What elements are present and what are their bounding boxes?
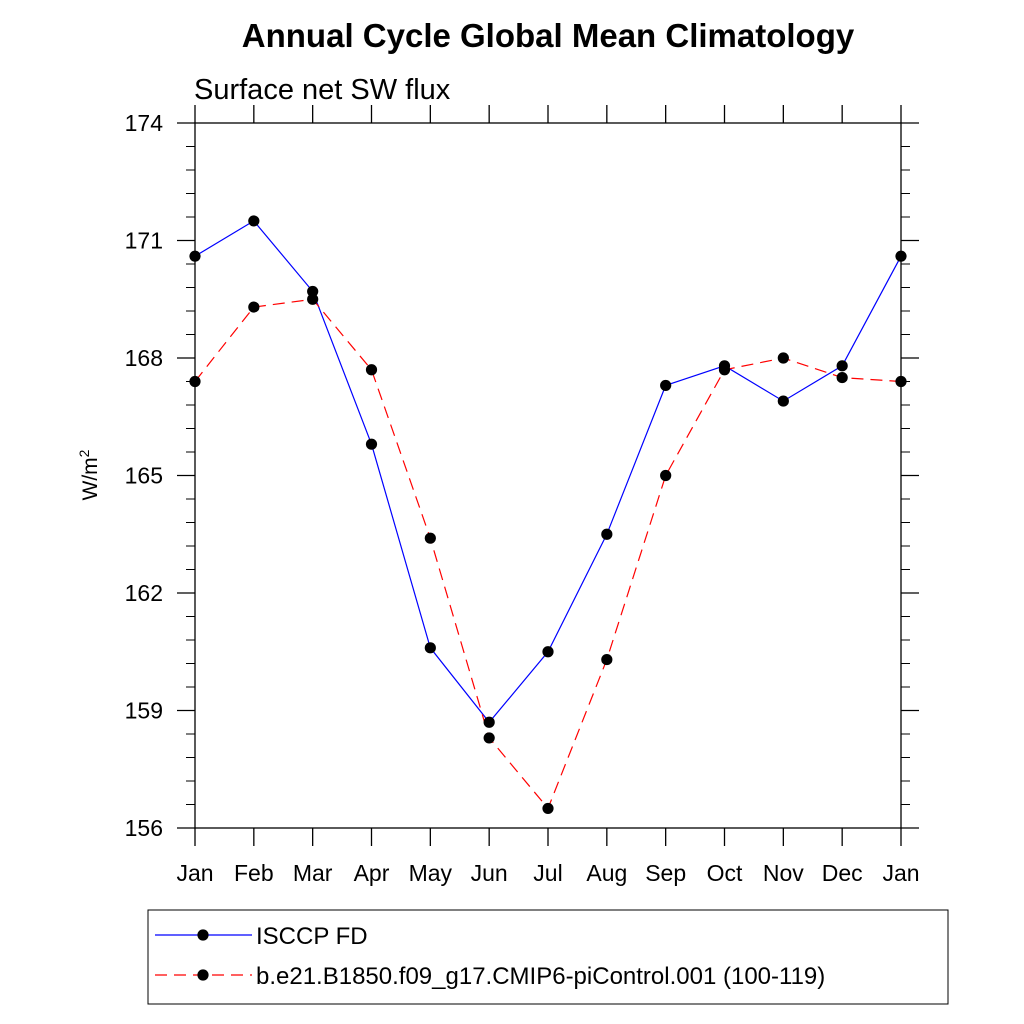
chart-subtitle: Surface net SW flux [194, 74, 451, 106]
series-1-point [660, 379, 672, 392]
series-2-point [248, 301, 260, 313]
y-axis-label: W/m2 [76, 449, 102, 500]
x-tick-label: Nov [763, 860, 804, 886]
series-1-point [248, 215, 260, 227]
x-tick-label: May [409, 860, 453, 886]
series-1-point [895, 250, 907, 262]
series-2-point [189, 375, 201, 388]
y-tick-label: 156 [125, 815, 163, 841]
y-tick-label: 171 [125, 228, 163, 254]
x-tick-label: Sep [645, 860, 686, 886]
series-2-point [365, 364, 378, 376]
series-2-point [424, 532, 436, 544]
series-1-point [307, 285, 319, 298]
series-2-point [777, 352, 789, 364]
y-tick-label: 168 [125, 345, 163, 371]
series-2-point [483, 732, 495, 744]
series-2-point [895, 375, 907, 388]
legend-box [147, 909, 949, 1005]
series-2-point [718, 364, 731, 376]
plot-area: 156 159 162 165 168 171 174 Jan Feb Mar Apr May Jun J… [125, 105, 920, 886]
x-tick-label: Jun [471, 860, 508, 886]
legend-label-2: b.e21.B1850.f09_g17.CMIP6-piControl.001 … [256, 963, 825, 990]
legend-swatch-marker-1 [197, 929, 209, 941]
x-tick-label: Mar [293, 860, 333, 886]
series-1-point [836, 360, 848, 372]
series-2-point [601, 653, 613, 666]
x-tick-label: Dec [822, 860, 863, 886]
y-axis-label-superscript: 2 [76, 449, 92, 457]
x-tick-label: Jul [533, 860, 562, 886]
x-tick-label: Aug [586, 860, 627, 886]
y-tick-label: 159 [125, 698, 163, 724]
y-axis-label-base: W/m [79, 457, 102, 500]
series-1-point [424, 642, 436, 654]
series-1-point [601, 528, 613, 540]
chart-title: Annual Cycle Global Mean Climatology [242, 17, 855, 54]
legend-swatch-marker-2 [197, 969, 209, 981]
x-tick-label: Oct [707, 860, 743, 886]
series-1-point [365, 438, 378, 450]
series-2-point [542, 802, 554, 815]
legend: ISCCP FD b.e21.B1850.f09_g17.CMIP6-piCont… [155, 923, 825, 990]
series-1-point [542, 646, 554, 658]
x-tick-label: Jan [176, 860, 213, 886]
y-tick-label: 174 [125, 110, 164, 136]
series-2-point [836, 371, 848, 384]
series-2-point [660, 469, 672, 482]
y-tick-label: 162 [125, 580, 163, 606]
x-tick-label: Apr [354, 860, 390, 886]
series-1-point [483, 716, 495, 728]
x-tick-label: Feb [234, 860, 274, 886]
series-1-point [189, 250, 201, 262]
x-tick-label: Jan [882, 860, 919, 886]
series-2-point [307, 293, 319, 305]
series-1-point [777, 395, 789, 407]
y-tick-label: 165 [125, 463, 163, 489]
legend-label-1: ISCCP FD [256, 923, 368, 950]
